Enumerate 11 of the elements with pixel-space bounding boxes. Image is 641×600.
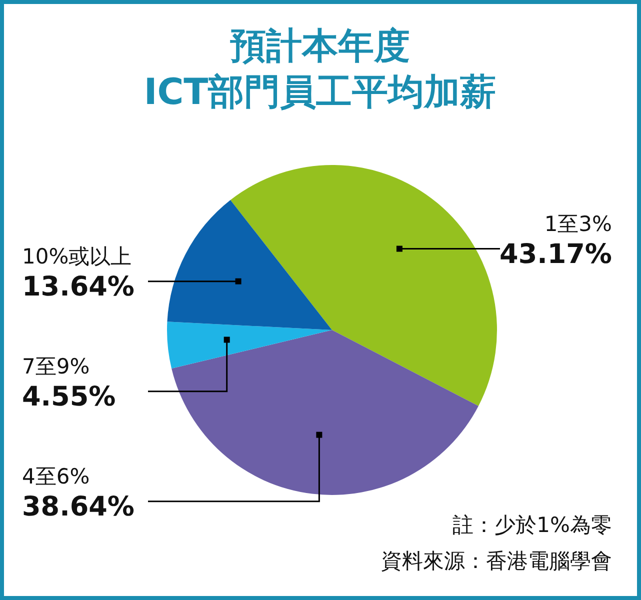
slice-label: 10%或以上: [22, 244, 132, 268]
data-label: 38.64%: [22, 491, 134, 522]
source-note: 資料來源：香港電腦學會: [381, 549, 612, 573]
data-label: 4.55%: [22, 381, 116, 412]
data-label: 13.64%: [22, 271, 134, 302]
text: 註：少於1%為零: [452, 513, 612, 537]
slice-label: 7至9%: [22, 354, 90, 378]
slice-label: 1至3%: [544, 212, 612, 236]
data-label: 43.17%: [500, 238, 612, 270]
slice-label: 4至6%: [22, 464, 90, 488]
chart-title: 預計本年度 ICT部門員工平均加薪: [144, 26, 496, 113]
